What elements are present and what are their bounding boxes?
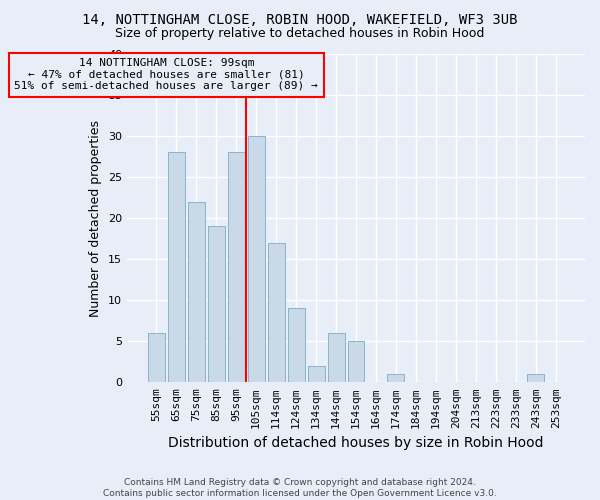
Text: Size of property relative to detached houses in Robin Hood: Size of property relative to detached ho…	[115, 28, 485, 40]
Bar	[308, 366, 325, 382]
Bar	[148, 333, 165, 382]
Bar	[188, 202, 205, 382]
Bar	[527, 374, 544, 382]
Y-axis label: Number of detached properties: Number of detached properties	[89, 120, 103, 316]
Bar	[347, 342, 364, 382]
Bar	[168, 152, 185, 382]
Bar	[268, 243, 284, 382]
Bar	[287, 308, 305, 382]
Text: 14 NOTTINGHAM CLOSE: 99sqm
← 47% of detached houses are smaller (81)
51% of semi: 14 NOTTINGHAM CLOSE: 99sqm ← 47% of deta…	[14, 58, 318, 92]
Text: Contains HM Land Registry data © Crown copyright and database right 2024.
Contai: Contains HM Land Registry data © Crown c…	[103, 478, 497, 498]
Bar	[248, 136, 265, 382]
Bar	[227, 152, 245, 382]
Bar	[328, 333, 344, 382]
Text: 14, NOTTINGHAM CLOSE, ROBIN HOOD, WAKEFIELD, WF3 3UB: 14, NOTTINGHAM CLOSE, ROBIN HOOD, WAKEFI…	[82, 12, 518, 26]
Bar	[388, 374, 404, 382]
X-axis label: Distribution of detached houses by size in Robin Hood: Distribution of detached houses by size …	[168, 436, 544, 450]
Bar	[208, 226, 224, 382]
